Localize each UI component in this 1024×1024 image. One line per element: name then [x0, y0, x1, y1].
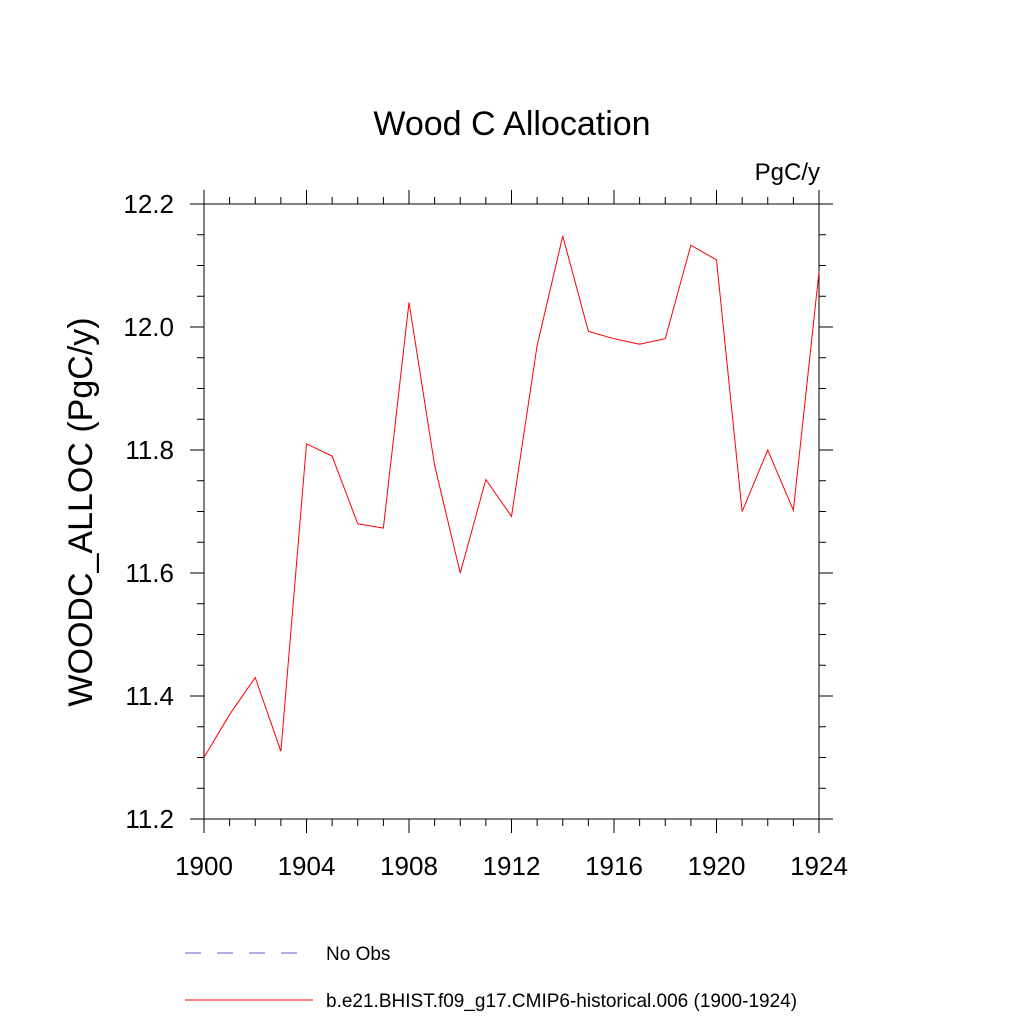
y-tick-label: 12.0 — [123, 312, 174, 342]
x-tick-label: 1908 — [380, 851, 438, 881]
x-tick-label: 1916 — [585, 851, 643, 881]
axis-tick-labels: 1900 1904 1908 1912 1916 1920 1924 11.2 11.4 11.6… — [123, 189, 848, 881]
axis-ticks — [190, 190, 833, 833]
legend-label-historical: b.e21.BHIST.f09_g17.CMIP6-historical.006… — [326, 991, 797, 1012]
y-axis-label: WOODC_ALLOC (PgC/y) — [62, 317, 100, 706]
chart-title: Wood C Allocation — [373, 105, 650, 143]
legend-label-no-obs: No Obs — [326, 944, 390, 965]
x-tick-label: 1912 — [483, 851, 541, 881]
legend: No Obs b.e21.BHIST.f09_g17.CMIP6-histori… — [185, 944, 797, 1012]
x-tick-label: 1920 — [688, 851, 746, 881]
y-tick-label: 11.4 — [125, 681, 174, 711]
x-tick-label: 1924 — [790, 851, 848, 881]
x-tick-label: 1904 — [278, 851, 336, 881]
y-tick-label: 12.2 — [123, 189, 174, 219]
plot-frame — [203, 203, 820, 820]
y-tick-label: 11.8 — [125, 435, 174, 465]
units-label: PgC/y — [755, 159, 820, 186]
x-tick-label: 1900 — [175, 851, 233, 881]
series-line-woodc-alloc — [203, 235, 820, 758]
y-tick-label: 11.2 — [125, 804, 174, 834]
y-tick-label: 11.6 — [125, 558, 174, 588]
